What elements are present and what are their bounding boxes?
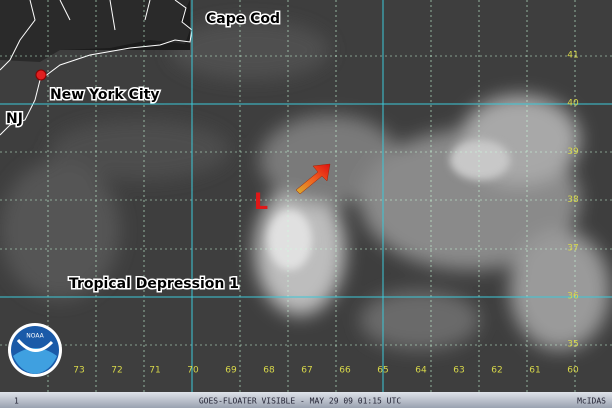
frame-number: 1 <box>14 397 19 406</box>
longitude-label: 66 <box>339 366 351 376</box>
latitude-label: 39 <box>567 147 579 157</box>
longitude-label: 71 <box>149 366 160 376</box>
latitude-label: 38 <box>567 195 579 205</box>
longitude-label: 67 <box>301 366 312 376</box>
major-grid <box>0 0 612 392</box>
longitude-label: 72 <box>111 366 122 376</box>
place-label: NJ <box>6 111 23 127</box>
noaa-logo: NOAA <box>8 323 62 377</box>
longitude-label: 63 <box>453 366 464 376</box>
latitude-labels: 41 40 39 38 37 36 35 <box>567 51 579 350</box>
motion-arrow <box>295 163 331 195</box>
nyc-marker <box>35 69 47 81</box>
place-label: New York City <box>50 87 159 103</box>
longitude-label: 61 <box>529 366 540 376</box>
longitude-label: 65 <box>377 366 388 376</box>
longitude-label: 64 <box>415 366 427 376</box>
storm-label: Tropical Depression 1 <box>69 276 239 292</box>
latitude-label: 35 <box>567 340 578 350</box>
longitude-label: 69 <box>225 366 237 376</box>
software: McIDAS <box>577 397 606 406</box>
latitude-label: 37 <box>567 243 578 253</box>
footer-bar <box>0 392 612 408</box>
longitude-label: 68 <box>263 366 275 376</box>
longitude-labels: 73 72 71 70 69 68 67 66 65 64 63 62 61 60 <box>73 366 579 376</box>
latitude-label: 36 <box>567 292 579 302</box>
caption: GOES-FLOATER VISIBLE - MAY 29 09 01:15 U… <box>199 397 401 406</box>
longitude-label: 62 <box>491 366 502 376</box>
low-marker: L <box>254 190 268 215</box>
latitude-label: 40 <box>567 99 579 109</box>
longitude-label: 60 <box>567 366 579 376</box>
longitude-label: 73 <box>73 366 84 376</box>
place-label: Cape Cod <box>206 11 280 27</box>
logo-text: NOAA <box>26 333 44 340</box>
latitude-label: 41 <box>567 51 578 61</box>
graticule <box>0 0 612 392</box>
clouds <box>0 20 610 350</box>
longitude-label: 70 <box>187 366 199 376</box>
